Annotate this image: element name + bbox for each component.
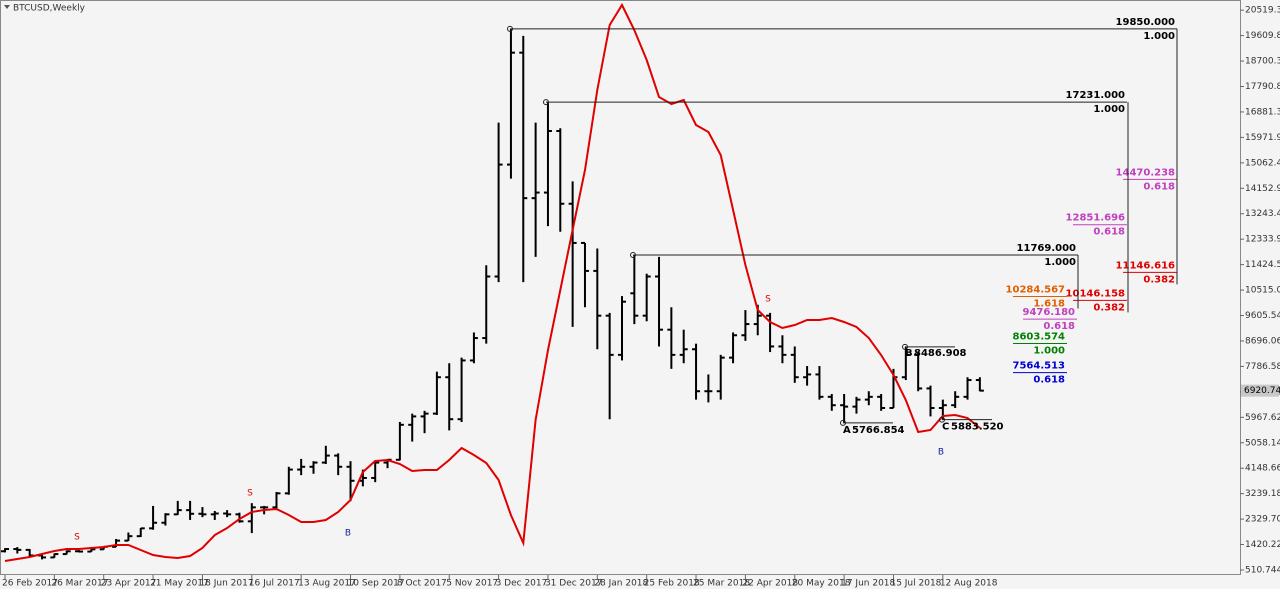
y-tick-label: 19609.824 [1245,31,1280,41]
x-tick-label: 12 Aug 2018 [940,579,998,589]
x-tick-label: 13 Aug 2017 [298,579,356,589]
signal-label: S [247,489,253,499]
indicator-line [4,2,981,562]
plot-frame [0,0,1241,575]
y-tick-label: 14152.944 [1245,184,1280,194]
x-tick-label: 23 Apr 2017 [101,579,157,589]
x-tick-label: 3 Dec 2017 [496,579,548,589]
y-tick-label: 1420.224 [1245,540,1280,550]
level-ratio: 1.000 [1093,104,1125,115]
level-ratio: 0.618 [1143,181,1175,192]
level-anchor [507,25,513,32]
level-price: 12851.696 [1066,213,1126,224]
level-price: 11146.616 [1116,260,1176,271]
x-tick-label: 5 Nov 2017 [446,579,498,589]
signal-label: S [74,533,80,543]
level-price: 9476.180 [1022,307,1075,318]
level-ratio: 0.618 [1093,227,1125,238]
x-tick-label: 25 Mar 2018 [693,579,750,589]
point-marker [840,419,846,426]
y-tick-label: 13243.464 [1245,209,1280,219]
level-price: 10146.158 [1066,288,1126,299]
last-price-box [1241,384,1279,397]
x-tick-label: 26 Feb 2017 [2,579,58,589]
point-label: B [905,348,913,359]
x-tick-label: 18 Jun 2017 [199,579,253,589]
signal-label: S [765,295,771,305]
level-ratio: 0.618 [1033,375,1065,386]
y-tick-label: 16881.384 [1245,107,1280,117]
x-tick-label: 15 Jul 2018 [890,579,941,589]
level-ratio: 1.000 [1044,257,1076,268]
y-tick-label: 9605.544 [1245,311,1280,321]
point-price: 8486.908 [914,348,967,359]
level-anchor [543,99,549,106]
point-marker [939,416,945,423]
signal-label: B [938,448,944,458]
x-tick-label: 16 Jul 2017 [249,579,300,589]
y-tick-label: 17790.864 [1245,82,1280,92]
point-label: C [942,422,949,433]
level-price: 19850.000 [1116,17,1176,28]
y-tick-label: 18700.344 [1245,57,1280,67]
x-tick-label: 10 Sep 2017 [348,579,405,589]
point-label: A [843,425,851,436]
y-tick-label: 10515.024 [1245,286,1280,296]
level-ratio: 1.000 [1143,31,1175,42]
y-tick-label: 4148.664 [1245,464,1280,474]
y-tick-label: 7786.584 [1245,362,1280,372]
level-price: 8603.574 [1012,332,1065,343]
y-tick-label: 12333.984 [1245,235,1280,245]
x-tick-label: 31 Dec 2017 [545,579,603,589]
x-tick-label: 17 Jun 2018 [841,579,895,589]
x-tick-label: 26 Mar 2017 [51,579,108,589]
y-tick-label: 2329.704 [1245,515,1280,525]
last-price-label: 6920.744 [1244,386,1280,396]
y-tick-label: 5058.144 [1245,438,1280,448]
level-price: 7564.513 [1012,361,1065,372]
x-tick-label: 28 Jan 2018 [594,579,648,589]
menu-arrow[interactable] [4,5,10,9]
point-marker [902,343,908,350]
signal-label: B [345,529,351,539]
level-ratio: 1.000 [1033,346,1065,357]
y-tick-label: 15971.904 [1245,133,1280,143]
x-tick-label: 22 Apr 2018 [742,579,798,589]
level-ratio: 0.382 [1143,274,1175,285]
x-tick-label: 25 Feb 2018 [644,579,700,589]
point-price: 5883.520 [951,422,1004,433]
chart-title: BTCUSD,Weekly [13,4,86,14]
y-tick-label: 11424.504 [1245,260,1280,270]
level-ratio: 0.618 [1043,321,1075,332]
point-price: 5766.854 [852,425,905,436]
y-tick-label: 15062.424 [1245,158,1280,168]
y-tick-label: 3239.184 [1245,489,1280,499]
y-tick-label: 8696.064 [1245,336,1280,346]
level-ratio: 1.618 [1033,299,1065,310]
level-ratio: 0.382 [1093,302,1125,313]
y-tick-label: 510.744 [1245,565,1280,575]
level-price: 14470.238 [1116,167,1176,178]
x-tick-label: 21 May 2017 [150,579,209,589]
level-anchor [630,251,636,258]
level-price: 11769.000 [1017,243,1077,254]
level-price: 10284.567 [1006,285,1066,296]
x-tick-label: 20 May 2018 [792,579,851,589]
y-tick-label: 5967.624 [1245,413,1280,423]
level-price: 17231.000 [1066,90,1126,101]
x-tick-label: 8 Oct 2017 [397,579,447,589]
y-tick-label: 20519.304 [1245,6,1280,16]
